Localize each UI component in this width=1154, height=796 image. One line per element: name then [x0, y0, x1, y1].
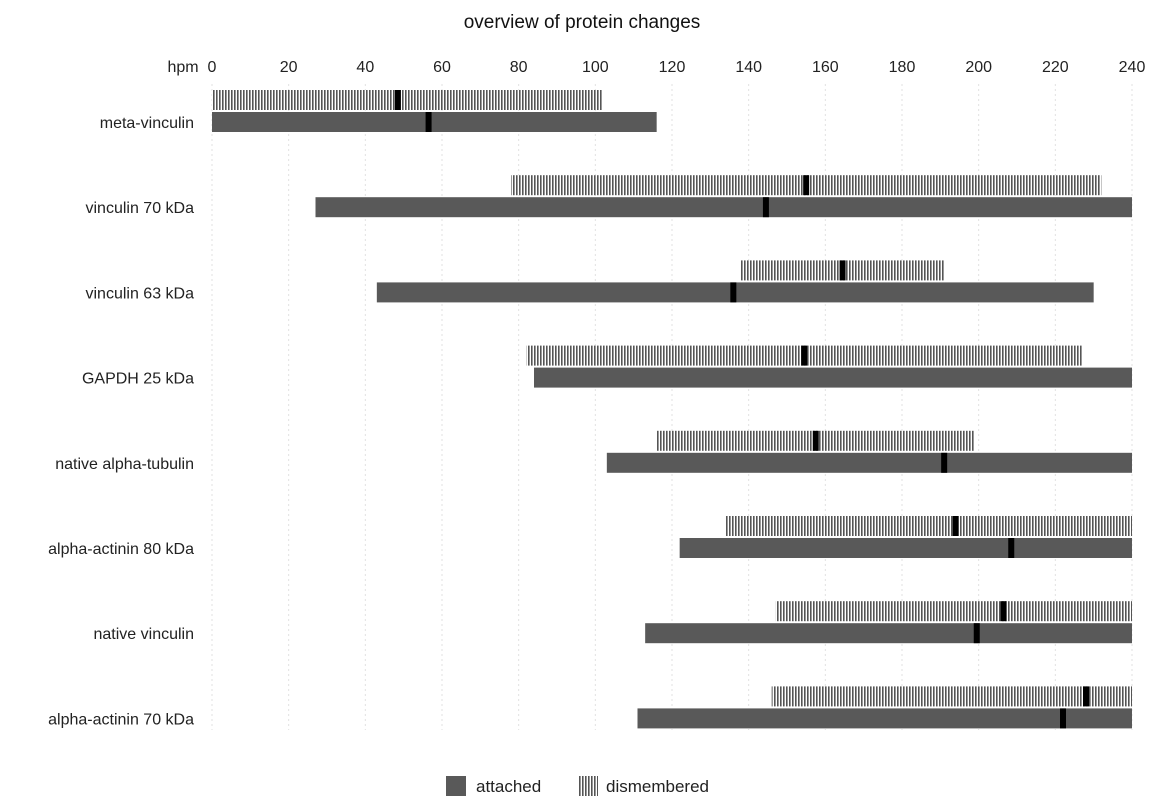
dismembered-bar: [725, 516, 1132, 536]
x-tick-label: 140: [735, 59, 762, 76]
x-tick-label: 120: [659, 59, 686, 76]
category-labels: meta-vinculin vinculin 70 kDa vinculin 63 …: [48, 115, 194, 728]
dismembered-marker: [1000, 601, 1007, 622]
attached-bar: [534, 367, 1132, 388]
attached-marker: [762, 197, 769, 218]
category-label: GAPDH 25 kDa: [82, 371, 194, 388]
dismembered-marker: [839, 260, 846, 281]
dismembered-marker: [394, 90, 401, 110]
x-tick-label: 240: [1119, 59, 1146, 76]
x-tick-label: 200: [965, 59, 992, 76]
x-tick-label: 80: [510, 59, 528, 76]
x-tick-labels: 0 20 40 60 80 100 120 140 160 180 200 220 240: [208, 59, 1146, 76]
dismembered-marker: [812, 430, 819, 451]
dismembered-marker: [803, 175, 810, 196]
x-tick-label: 0: [208, 59, 217, 76]
legend-label-dismembered: dismembered: [606, 777, 709, 796]
attached-marker: [1008, 538, 1015, 558]
x-tick-label: 220: [1042, 59, 1069, 76]
x-tick-label: 40: [356, 59, 374, 76]
attached-bar: [606, 452, 1132, 473]
x-tick-label: 60: [433, 59, 451, 76]
attached-bar: [679, 538, 1132, 558]
x-axis-label: hpm: [167, 59, 198, 76]
category-label: meta-vinculin: [100, 115, 194, 132]
dismembered-bar: [771, 686, 1132, 707]
attached-marker: [730, 282, 737, 303]
dismembered-bar: [212, 90, 603, 110]
x-tick-label: 100: [582, 59, 609, 76]
x-tick-label: 180: [889, 59, 916, 76]
attached-marker: [941, 452, 948, 473]
legend: attached dismembered: [446, 776, 709, 796]
chart-title: overview of protein changes: [464, 12, 701, 33]
attached-bar: [637, 708, 1132, 729]
attached-bar: [212, 112, 657, 132]
category-label: vinculin 63 kDa: [86, 285, 195, 302]
dismembered-marker: [1083, 686, 1089, 707]
dismembered-marker: [801, 345, 808, 366]
legend-swatch-dismembered: [578, 776, 598, 796]
attached-bar: [315, 197, 1132, 218]
category-label: vinculin 70 kDa: [86, 200, 195, 217]
attached-bar: [645, 623, 1132, 644]
attached-marker: [425, 112, 432, 132]
category-label: alpha-actinin 70 kDa: [48, 711, 194, 728]
attached-marker: [1060, 708, 1066, 729]
category-label: native vinculin: [94, 626, 195, 643]
x-tick-label: 160: [812, 59, 839, 76]
attached-marker: [973, 623, 980, 644]
legend-swatch-attached: [446, 776, 466, 796]
category-label: alpha-actinin 80 kDa: [48, 541, 194, 558]
category-label: native alpha-tubulin: [55, 456, 194, 473]
bars: [212, 90, 1132, 729]
x-tick-label: 20: [280, 59, 298, 76]
dismembered-bar: [775, 601, 1132, 622]
dismembered-marker: [952, 516, 959, 536]
legend-label-attached: attached: [476, 777, 541, 796]
